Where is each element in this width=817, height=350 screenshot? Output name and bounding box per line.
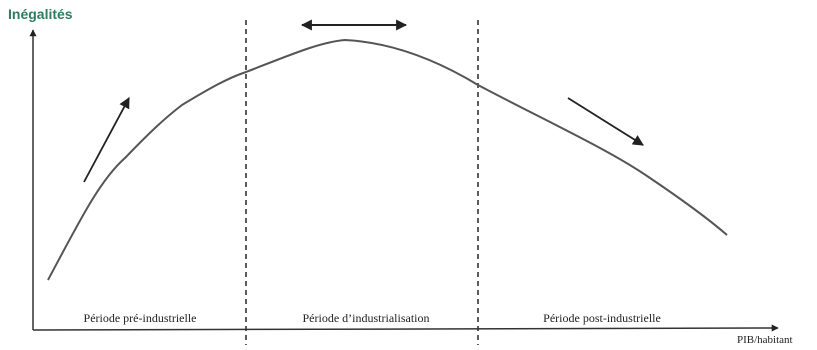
x-axis: [32, 324, 779, 332]
x-axis-label: PIB/habitant: [737, 334, 793, 346]
arrow-down-right-icon: [567, 97, 644, 146]
period-label-industrialisation: Période d’industrialisation: [302, 311, 430, 325]
arrow-up-right-icon: [83, 97, 130, 183]
period-label-pre-industrial: Période pré-industrielle: [83, 311, 197, 325]
y-axis-label: Inégalités: [8, 6, 73, 22]
inequality-curve: [47, 38, 728, 281]
period-label-post-industrial: Période post-industrielle: [543, 311, 661, 325]
